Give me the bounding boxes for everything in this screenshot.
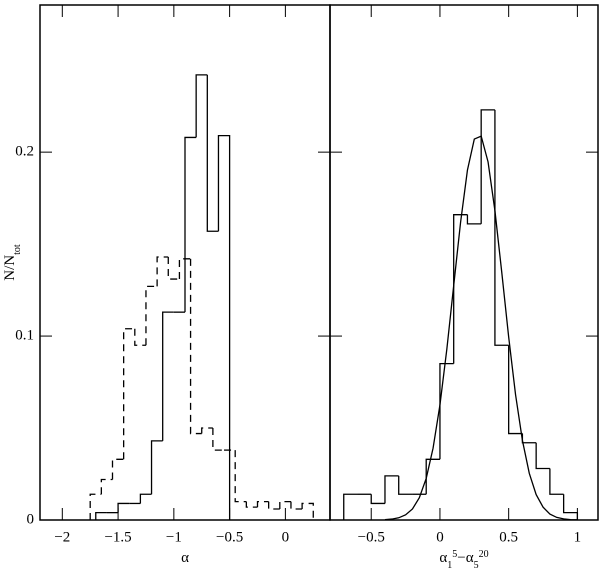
x-axis-label-part: 5 xyxy=(474,560,479,571)
histogram-step xyxy=(343,493,358,520)
histogram-step xyxy=(117,502,130,513)
histogram-step xyxy=(290,501,303,510)
histogram-step xyxy=(234,450,247,503)
histogram-step xyxy=(521,433,537,444)
x-tick-label: −0.5 xyxy=(358,529,385,545)
fit-curve xyxy=(384,135,578,521)
histogram-step xyxy=(398,475,413,495)
x-axis-label-part: 1 xyxy=(447,560,452,571)
histogram-step xyxy=(480,109,495,224)
x-axis-label-part: α xyxy=(439,550,447,566)
x-axis-label: α15−α520 xyxy=(439,549,488,571)
histogram-step xyxy=(100,478,113,495)
histogram-step xyxy=(494,109,509,346)
x-tick-label: 1 xyxy=(574,529,582,545)
x-tick-label: 0.5 xyxy=(499,529,518,545)
x-axis-label-part: 20 xyxy=(479,549,489,560)
x-tick-label: −1 xyxy=(166,529,182,545)
histogram-step xyxy=(562,494,579,520)
y-tick-label: 0 xyxy=(27,511,35,527)
histogram-step xyxy=(549,468,564,495)
histogram-step xyxy=(178,258,191,280)
histogram-step xyxy=(134,328,146,346)
histogram-step xyxy=(370,494,385,505)
histogram-step xyxy=(167,256,180,280)
histogram-step xyxy=(301,502,314,520)
histogram-step xyxy=(508,345,523,435)
y-axis-label: N/Ntot xyxy=(2,244,23,281)
x-tick-label: −2 xyxy=(54,529,70,545)
histogram-step xyxy=(95,511,107,520)
x-tick-label: −0.5 xyxy=(216,529,243,545)
histogram-step xyxy=(217,134,231,520)
x-axis-label-part: −α xyxy=(457,550,473,566)
histogram-step xyxy=(156,256,169,287)
histogram-step xyxy=(145,285,158,346)
histogram-step xyxy=(111,458,124,480)
histogram-step xyxy=(123,328,135,460)
x-tick-label: 0 xyxy=(436,529,444,545)
histogram-step xyxy=(206,74,219,232)
histogram-step xyxy=(162,311,174,441)
x-axis-label: α xyxy=(181,550,189,566)
x-tick-label: −1.5 xyxy=(104,529,131,545)
histogram-step xyxy=(139,493,152,504)
histogram-step xyxy=(268,501,280,510)
histogram-step xyxy=(279,500,291,509)
histogram-step xyxy=(245,501,258,508)
histogram-step xyxy=(425,458,440,495)
y-tick-label: 0.1 xyxy=(15,328,34,344)
histogram-step xyxy=(201,427,213,434)
y-axis-label-main: N/N xyxy=(2,255,18,281)
histogram-step xyxy=(89,493,102,520)
y-axis-label-sub: tot xyxy=(12,244,23,255)
histogram-step xyxy=(184,136,197,313)
histogram-step xyxy=(150,440,163,495)
histogram-step xyxy=(256,500,269,508)
x-tick-label: 0 xyxy=(282,529,290,545)
x-axis-label-part: 5 xyxy=(452,549,457,560)
histogram-step xyxy=(195,74,208,138)
histogram-step xyxy=(439,363,454,460)
histogram-step xyxy=(453,214,468,364)
histogram-step xyxy=(212,428,225,451)
histogram-step xyxy=(535,442,550,470)
histogram-step xyxy=(384,475,399,504)
x-axis-label-part: α xyxy=(181,550,189,566)
histogram-step xyxy=(189,258,202,435)
y-tick-label: 0.2 xyxy=(15,144,34,160)
histogram-step xyxy=(466,214,482,225)
plot-frame xyxy=(329,4,599,521)
